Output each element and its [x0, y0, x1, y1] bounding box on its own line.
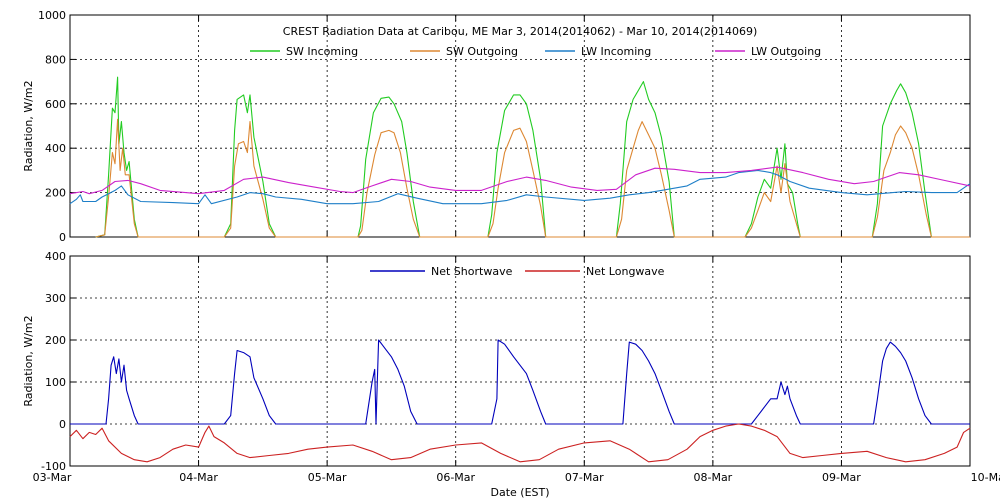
y-axis-label: Radiation, W/m2	[22, 315, 35, 406]
y-axis-label: Radiation, W/m2	[22, 80, 35, 171]
chart-title: CREST Radiation Data at Caribou, ME Mar …	[283, 25, 757, 38]
legend-label: Net Shortwave	[431, 265, 513, 278]
legend-label: Net Longwave	[586, 265, 665, 278]
x-tick-label: 03-Mar	[33, 471, 72, 484]
x-tick-label: 06-Mar	[436, 471, 475, 484]
y-tick-label: 0	[59, 418, 66, 431]
y-tick-label: 200	[45, 187, 66, 200]
y-tick-label: 600	[45, 98, 66, 111]
legend-label: LW Outgoing	[751, 45, 821, 58]
y-tick-label: 300	[45, 292, 66, 305]
x-axis-label: Date (EST)	[490, 486, 549, 499]
y-tick-label: 0	[59, 231, 66, 244]
x-tick-label: 04-Mar	[179, 471, 218, 484]
series-line-sw-incoming	[95, 76, 970, 238]
series-line-net-longwave	[69, 423, 971, 463]
legend-label: LW Incoming	[581, 45, 651, 58]
y-tick-label: 400	[45, 142, 66, 155]
y-tick-label: 1000	[38, 9, 66, 22]
x-tick-label: 10-Mar	[971, 471, 1000, 484]
y-tick-label: 800	[45, 53, 66, 66]
legend-label: SW Outgoing	[446, 45, 518, 58]
series-line-lw-outgoing	[69, 166, 971, 195]
bottom-panel: -100 0 100 200 300 400 03-Mar 04-Mar 05-Mar 06-Ma…	[22, 250, 1000, 499]
y-tick-label: 100	[45, 376, 66, 389]
plot-frame	[69, 255, 971, 467]
y-tick-label: 200	[45, 334, 66, 347]
series-line-net-shortwave	[70, 339, 970, 425]
y-tick-label: -100	[41, 460, 66, 473]
x-tick-label: 08-Mar	[693, 471, 732, 484]
legend-label: SW Incoming	[286, 45, 358, 58]
plot-frame	[69, 14, 971, 238]
x-tick-label: 09-Mar	[822, 471, 861, 484]
x-tick-label: 05-Mar	[308, 471, 347, 484]
series-line-lw-incoming	[69, 169, 971, 205]
series-line-sw-outgoing	[95, 118, 970, 238]
top-panel: 0 200 400 600 800 1000 Radiation, W/m2 CREST Ra…	[22, 9, 971, 244]
y-tick-label: 400	[45, 250, 66, 263]
x-tick-label: 07-Mar	[565, 471, 604, 484]
